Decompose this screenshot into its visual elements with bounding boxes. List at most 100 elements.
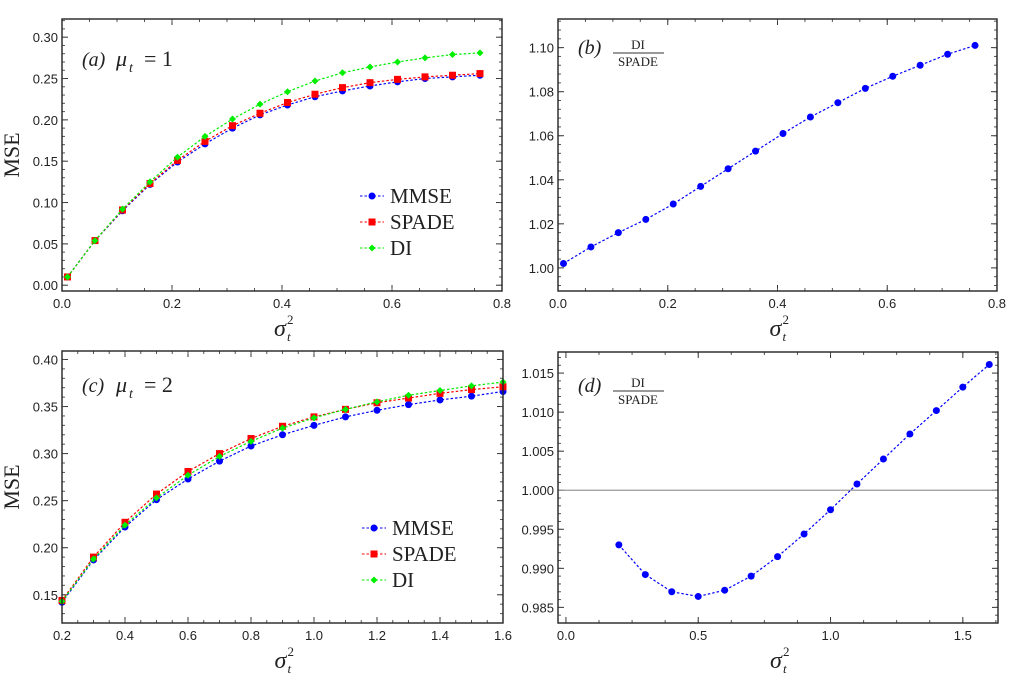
data-point-circle (559, 259, 567, 267)
data-point-diamond (468, 382, 475, 390)
data-point-diamond (119, 205, 126, 213)
y-tick-label: 0.10 (33, 196, 58, 211)
y-tick-label: 0.985 (521, 600, 554, 615)
data-point-circle (436, 396, 444, 404)
data-point-circle (834, 99, 842, 107)
y-tick-label: 0.40 (33, 352, 58, 367)
data-point-diamond (174, 153, 181, 161)
data-point-diamond (64, 273, 71, 281)
y-tick-label: 1.04 (529, 173, 554, 188)
panel-b: 0.0 0.2 0.4 0.6 0.8 1.00 1.02 1.04 1.06 1.08 1.10 (… (529, 18, 1006, 344)
data-point-diamond (229, 115, 236, 123)
data-point-diamond (421, 54, 429, 62)
y-axis-label: MSE (0, 464, 24, 509)
legend-marker-circle (370, 524, 378, 532)
y-tick-label: 1.010 (521, 405, 554, 420)
x-tick-label: 0.5 (689, 628, 707, 643)
series-line-di (61, 381, 504, 602)
data-point-circle (697, 182, 705, 190)
data-point-diamond (153, 494, 160, 502)
data-point-diamond (91, 237, 99, 245)
x-axis-label: σ (770, 316, 783, 342)
data-point-square (256, 109, 264, 117)
x-tick-label: 0.0 (53, 296, 71, 311)
x-tick-label: 0.0 (549, 296, 567, 311)
series-line-ratio (618, 364, 990, 598)
data-point-diamond (201, 132, 209, 140)
y-tick-label: 0.35 (33, 400, 58, 415)
data-point-diamond (436, 387, 444, 395)
data-point-circle (879, 455, 887, 463)
x-tick-label: 0.4 (768, 296, 786, 311)
series-line-ratio (563, 44, 976, 264)
panel-rhs: = 1 (144, 46, 173, 71)
data-point-circle (889, 72, 897, 80)
data-point-square (284, 99, 291, 107)
panel-tag: (d) (578, 375, 602, 397)
x-axis-label-sup: 2 (783, 312, 790, 327)
data-point-circle (641, 571, 649, 579)
x-axis-label: σ (275, 648, 288, 674)
legend-label-spade: SPADE (390, 210, 455, 234)
y-tick-label: 0.25 (33, 494, 58, 509)
data-point-square (339, 84, 346, 92)
data-point-diamond (284, 88, 291, 96)
data-point-circle (614, 229, 622, 237)
legend-marker-diamond (370, 576, 378, 584)
data-point-circle (721, 586, 729, 594)
x-tick-label: 0.2 (659, 296, 677, 311)
data-point-square (476, 70, 484, 78)
data-point-circle (906, 430, 914, 438)
y-tick-label: 1.005 (521, 444, 554, 459)
data-point-circle (184, 475, 192, 483)
panel-mu: μ (115, 46, 127, 71)
panel-tag: (c) (82, 375, 105, 397)
data-point-circle (774, 553, 782, 561)
data-point-diamond (90, 555, 97, 563)
y-tick-label: 0.15 (33, 588, 58, 603)
series-line-mmse (67, 74, 481, 278)
x-tick-label: 1.0 (305, 628, 323, 643)
panel-a: 0.0 0.2 0.4 0.6 0.8 0.00 0.05 0.10 0.15 0.20 0.25 0… (0, 18, 511, 344)
series-line-mmse (61, 390, 504, 603)
data-point-diamond (256, 100, 264, 108)
legend-marker-square (370, 550, 378, 558)
data-point-circle (800, 530, 808, 538)
x-tick-label: 0.2 (163, 296, 181, 311)
data-point-circle (932, 407, 940, 415)
series-line-di (67, 52, 481, 278)
data-point-circle (342, 413, 349, 421)
x-tick-label: 1.4 (431, 628, 449, 643)
legend-label-spade: SPADE (392, 542, 457, 566)
data-point-diamond (311, 77, 319, 85)
data-point-diamond (121, 521, 129, 529)
data-point-circle (669, 200, 677, 208)
x-axis-label-sup: 2 (783, 644, 790, 659)
x-tick-label: 0.4 (273, 296, 291, 311)
data-point-diamond (366, 63, 374, 71)
panel-mu-sub: t (129, 61, 134, 76)
x-axis-label-sub: t (288, 661, 292, 676)
fraction-numerator: DI (631, 375, 645, 390)
fraction-denominator: SPADE (618, 54, 658, 69)
data-point-circle (615, 541, 623, 549)
data-point-circle (827, 506, 835, 514)
y-tick-label: 1.000 (521, 483, 554, 498)
data-point-circle (985, 360, 993, 368)
data-point-diamond (339, 69, 346, 77)
data-point-circle (971, 41, 979, 49)
data-point-circle (944, 50, 952, 58)
data-point-circle (694, 592, 702, 600)
data-point-circle (806, 113, 814, 121)
data-point-square (311, 90, 319, 98)
data-point-square (421, 73, 429, 81)
data-point-diamond (342, 405, 349, 413)
data-point-diamond (373, 398, 381, 406)
y-tick-label: 0.990 (521, 561, 554, 576)
data-point-diamond (310, 414, 318, 422)
data-point-circle (752, 147, 760, 155)
data-point-diamond (216, 452, 223, 460)
plot-frame (61, 18, 503, 292)
